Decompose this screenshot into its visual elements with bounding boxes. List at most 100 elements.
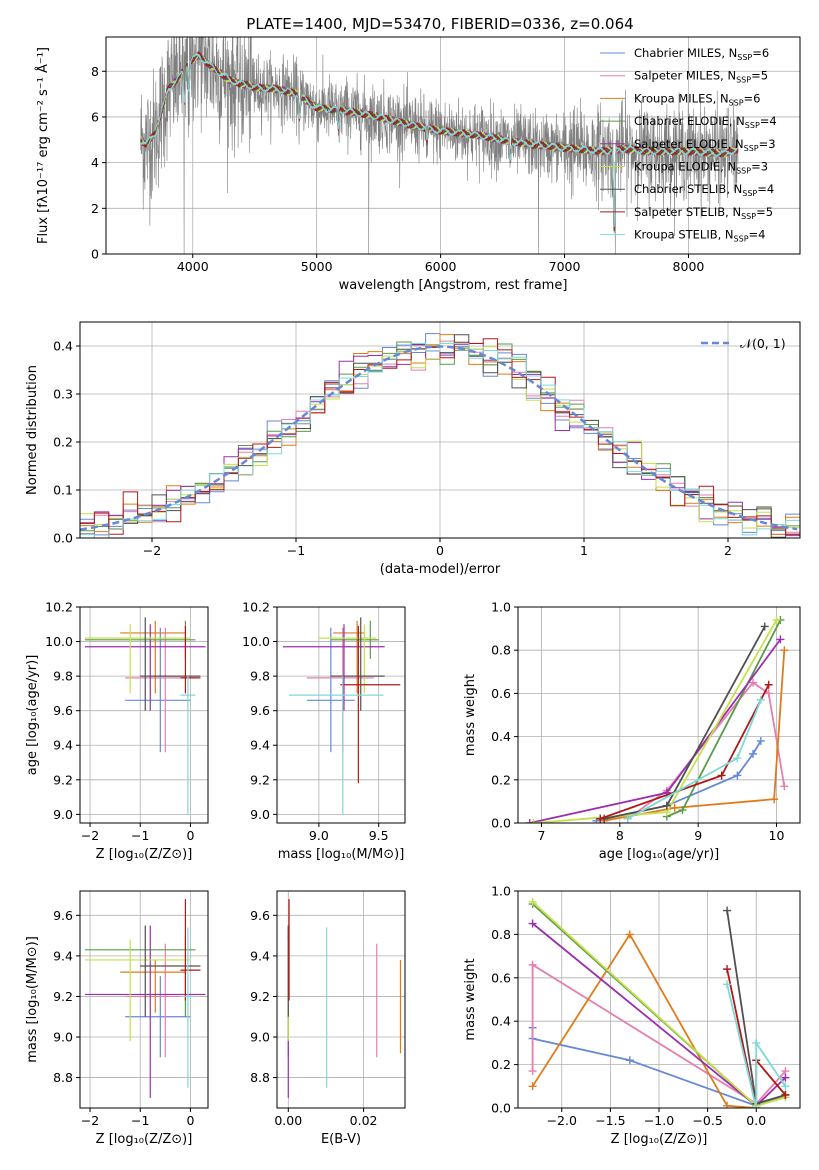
plot-area: [287, 899, 402, 1098]
x-tick-label: 6000: [425, 259, 457, 274]
series-point: [733, 754, 742, 763]
series-point: [625, 930, 634, 939]
series-kroupa-stelib: [623, 695, 765, 823]
axes-frame: −2 −1 0 8.8 9.0 9.2 9.4 9.6 Z [log₁₀(Z/Z⊙)] mass …: [25, 890, 209, 1147]
series-point: [733, 771, 742, 780]
y-axis-label: Normed distribution: [25, 365, 40, 495]
legend-item-kroupa-miles: Kroupa MILES, NSSP=6: [600, 91, 760, 107]
x-tick-label: 0: [436, 543, 444, 558]
y-tick-label: 9.2: [250, 989, 270, 1004]
x-tick-label: 2: [724, 543, 732, 558]
series-point: [764, 689, 773, 698]
y-tick-label: 0.6: [491, 970, 511, 985]
y-tick-label: 9.4: [250, 948, 270, 963]
mass-vs-ebv-panel: 0.00 0.02 8.8 9.0 9.2 9.4 9.6 E(B-V): [250, 890, 406, 1147]
age-vs-mass-panel: 9.0 9.5 9.0 9.2 9.4 9.6 9.8 10.0 10.2 mass [log₁₀…: [242, 600, 406, 862]
y-tick-label: 10.0: [242, 634, 270, 649]
x-tick-label: −0.5: [692, 1113, 722, 1128]
plot-area: [528, 897, 790, 1108]
axes-frame: 7 8 9 10 0.0 0.2 0.4 0.6 0.8 1.0 age [log₁₀(age/yr…: [463, 600, 801, 862]
y-tick-label: 6: [91, 109, 99, 124]
series-point: [723, 1101, 732, 1108]
y-axis-label: mass weight: [463, 674, 478, 756]
errorbar-kroupa-elodie: [85, 624, 191, 694]
axes-frame: −2.0 −1.5 −1.0 −0.5 0.0 0.0 0.2 0.4 0.6 0.8 1.0 Z […: [463, 884, 801, 1147]
plot-area: [85, 617, 206, 815]
x-tick-label: 1: [580, 543, 588, 558]
legend-label: Chabrier MILES, NSSP=6: [634, 46, 769, 62]
legend-label: 𝒩(0, 1): [740, 336, 786, 351]
x-tick-label: 0.00: [274, 1113, 302, 1128]
y-tick-label: 9.2: [53, 989, 73, 1004]
errorbar-chabrier-miles: [125, 627, 191, 753]
errorbar-kroupa-elodie: [318, 624, 377, 694]
x-axis-label: (data-model)/error: [380, 562, 501, 577]
series-point: [781, 1073, 790, 1082]
legend-label: Salpeter MILES, NSSP=5: [634, 69, 768, 85]
plot-area: [525, 615, 789, 823]
x-axis-label: age [log₁₀(age/yr)]: [599, 847, 720, 862]
series-point: [723, 965, 732, 974]
series-salpeter-stelib: [596, 680, 773, 823]
y-tick-label: 9.8: [53, 669, 73, 684]
mass-vs-metallicity-panel: −2 −1 0 8.8 9.0 9.2 9.4 9.6 Z [log₁₀(Z/Z⊙)] mass …: [25, 890, 209, 1147]
series-point: [756, 736, 765, 745]
legend-item-kroupa-elodie: Kroupa ELODIE, NSSP=3: [600, 160, 768, 176]
series-point: [662, 801, 671, 810]
y-tick-label: 2: [91, 201, 99, 216]
series-point: [678, 806, 687, 815]
x-axis-label: Z [log₁₀(Z/Z⊙)]: [96, 847, 193, 862]
axes-frame: −2 −1 0 9.0 9.2 9.4 9.6 9.8 10.0 10.2 Z [log₁₀(Z/Z…: [25, 600, 209, 862]
series-point: [528, 1067, 537, 1076]
x-tick-label: 8: [616, 828, 624, 843]
legend-item-salpeter-stelib: Salpeter STELIB, NSSP=5: [600, 205, 773, 221]
y-tick-label: 0.2: [53, 435, 73, 450]
x-tick-label: 4000: [177, 259, 209, 274]
weight-vs-age-panel: 7 8 9 10 0.0 0.2 0.4 0.6 0.8 1.0 age [log₁₀(age/yr…: [463, 600, 801, 862]
y-tick-label: 10.2: [45, 600, 73, 615]
x-axis-label: Z [log₁₀(Z/Z⊙)]: [96, 1132, 193, 1147]
series-point: [772, 615, 781, 624]
legend-item-chabrier-elodie: Chabrier ELODIE, NSSP=4: [600, 114, 777, 130]
series-point: [752, 1104, 761, 1108]
legend: 𝒩(0, 1): [701, 336, 786, 351]
x-axis-label: E(B-V): [321, 1132, 361, 1147]
y-tick-label: 0.6: [491, 686, 511, 701]
y-tick-label: 9.4: [53, 948, 73, 963]
axes-frame: 4000 5000 6000 7000 8000 0 2 4 6 8 wavelength [Ang…: [35, 36, 801, 293]
figure-title: PLATE=1400, MJD=53470, FIBERID=0336, z=0…: [246, 15, 633, 33]
y-tick-label: 10.0: [45, 634, 73, 649]
legend-label: Kroupa STELIB, NSSP=4: [634, 228, 765, 244]
x-tick-label: 7000: [549, 259, 581, 274]
age-vs-metallicity-panel: −2 −1 0 9.0 9.2 9.4 9.6 9.8 10.0 10.2 Z [log₁₀(Z/Z…: [25, 600, 209, 862]
series-point: [623, 814, 632, 823]
x-tick-label: 7: [538, 828, 546, 843]
x-axis-label: Z [log₁₀(Z/Z⊙)]: [611, 1132, 708, 1147]
y-tick-label: 9.0: [250, 807, 270, 822]
x-tick-label: 8000: [673, 259, 705, 274]
x-tick-label: 9.5: [369, 828, 389, 843]
errorbar-chabrier-elodie: [330, 620, 379, 659]
y-tick-label: 9.0: [53, 807, 73, 822]
series-point: [529, 819, 538, 823]
x-tick-label: 5000: [301, 259, 333, 274]
y-axis-label: age [log₁₀(age/yr)]: [25, 655, 40, 776]
errorbar-kroupa-miles: [120, 620, 186, 694]
y-tick-label: 9.6: [53, 703, 73, 718]
series-point: [760, 622, 769, 631]
y-tick-label: 0.4: [491, 1014, 511, 1029]
errorbar-chabrier-miles: [125, 976, 191, 1058]
plot-area: [140, 37, 739, 254]
y-tick-label: 9.8: [250, 669, 270, 684]
series-point: [717, 771, 726, 780]
y-tick-label: 8.8: [250, 1070, 270, 1085]
axes-frame: 0.00 0.02 8.8 9.0 9.2 9.4 9.6 E(B-V): [250, 890, 406, 1147]
errorbar-salpeter-stelib: [180, 626, 201, 694]
plot-area: [282, 617, 401, 815]
series-point: [749, 749, 757, 758]
y-tick-label: 0.0: [491, 1101, 511, 1116]
y-tick-label: 8: [91, 64, 99, 79]
errorbar-salpeter-stelib: [180, 899, 201, 1001]
legend-item-chabrier-miles: Chabrier MILES, NSSP=6: [600, 46, 769, 62]
